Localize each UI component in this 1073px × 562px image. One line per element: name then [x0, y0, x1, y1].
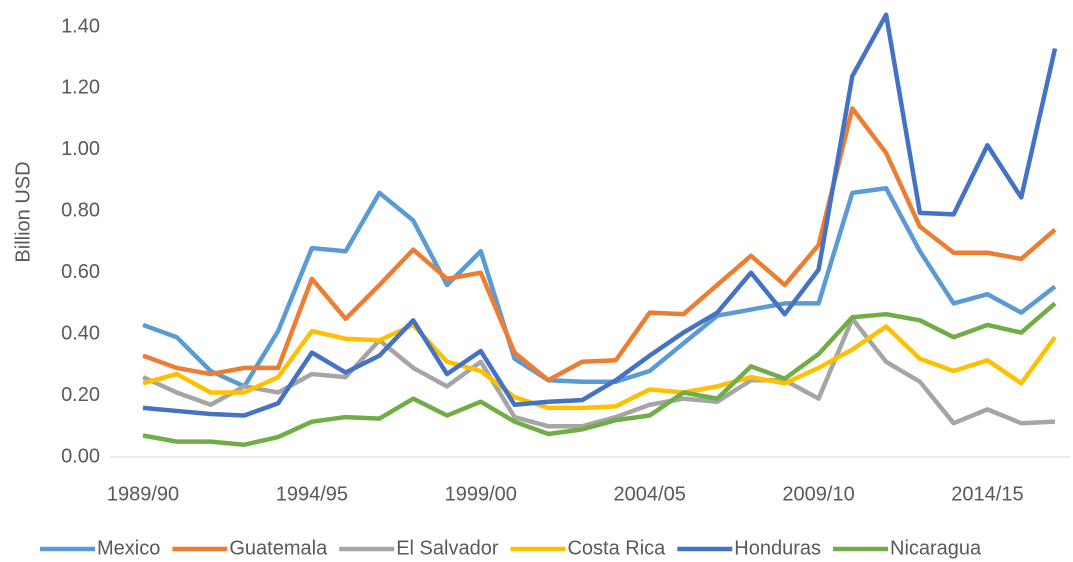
y-tick-label: 0.20 [61, 384, 100, 406]
series-line [142, 316, 1056, 429]
y-tick-label: 1.20 [61, 77, 100, 99]
legend-label: Guatemala [229, 537, 328, 559]
legend-label: Costa Rica [567, 537, 666, 559]
x-tick-label: 1999/00 [445, 483, 517, 505]
x-tick-label: 2009/10 [782, 483, 854, 505]
legend-label: Nicaragua [890, 537, 982, 559]
series-line [142, 186, 1057, 389]
series-line [142, 106, 1057, 383]
x-tick-label: 1989/90 [107, 483, 179, 505]
series-line [142, 322, 1057, 411]
legend-label: Mexico [97, 537, 160, 559]
x-tick-label: 2014/15 [951, 483, 1023, 505]
legend-label: El Salvador [396, 537, 499, 559]
y-tick-label: 0.00 [61, 445, 100, 467]
y-tick-label: 1.00 [61, 138, 100, 160]
y-axis-label: Billion USD [12, 161, 34, 262]
y-tick-label: 0.60 [61, 261, 100, 283]
y-tick-label: 1.40 [61, 15, 100, 37]
y-tick-label: 0.40 [61, 322, 100, 344]
x-tick-label: 1994/95 [276, 483, 348, 505]
x-tick-label: 2004/05 [614, 483, 686, 505]
series-line [142, 301, 1057, 447]
series-line [142, 12, 1058, 418]
legend-label: Honduras [734, 537, 821, 559]
y-tick-label: 0.80 [61, 200, 100, 222]
